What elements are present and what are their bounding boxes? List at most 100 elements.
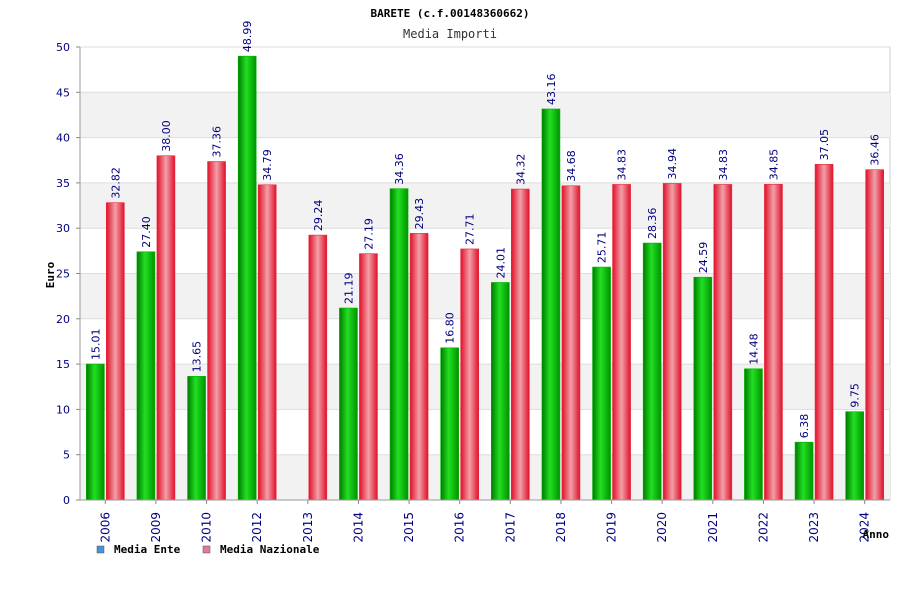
bar-nazionale <box>207 161 226 501</box>
bar-ente <box>440 347 459 501</box>
x-tick-label: 2023 <box>807 512 821 543</box>
bar-nazionale <box>156 155 176 501</box>
y-tick-label: 0 <box>63 494 70 507</box>
bar-nazionale <box>511 188 530 501</box>
data-label-nazionale: 34.94 <box>666 148 679 180</box>
x-tick-label: 2009 <box>149 512 163 543</box>
bar-ente <box>491 282 510 501</box>
y-axis: 0 5 10 15 20 25 30 35 40 45 50 <box>56 41 81 507</box>
y-tick-label: 35 <box>56 177 70 190</box>
data-label-ente: 34.36 <box>393 153 406 185</box>
bar-ente <box>339 307 358 501</box>
data-label-nazionale: 34.85 <box>767 149 780 181</box>
data-label-ente: 48.99 <box>241 21 254 53</box>
chart-title: BARETE (c.f.00148360662) <box>371 7 530 20</box>
x-tick-label: 2024 <box>858 512 872 543</box>
bar-nazionale <box>713 184 733 501</box>
data-label-nazionale: 37.05 <box>818 129 831 161</box>
bar-ente <box>744 368 763 501</box>
bar-ente <box>136 251 156 501</box>
bar-nazionale <box>662 183 682 501</box>
bar-ente <box>187 376 206 501</box>
bar-ente <box>642 242 662 501</box>
value-labels: 15.01 32.82 27.40 38.00 13.65 37.36 48.99 34.79… <box>89 21 881 439</box>
data-label-ente: 21.19 <box>342 273 355 305</box>
y-tick-label: 30 <box>56 222 70 235</box>
grid-band <box>80 92 890 138</box>
x-tick-label: 2022 <box>756 512 770 543</box>
bar-ente <box>693 276 713 501</box>
data-label-ente: 13.65 <box>191 341 204 373</box>
x-tick-label: 2006 <box>98 512 112 543</box>
y-tick-label: 5 <box>63 449 70 462</box>
x-tick-label: 2016 <box>453 512 467 543</box>
y-tick-label: 40 <box>56 132 70 145</box>
data-label-ente: 15.01 <box>89 329 102 361</box>
data-label-nazionale: 36.46 <box>869 134 882 166</box>
y-axis-label: Euro <box>44 261 57 288</box>
x-tick-label: 2017 <box>503 512 517 543</box>
data-label-nazionale: 34.83 <box>717 149 730 181</box>
data-label-nazionale: 34.68 <box>565 150 578 182</box>
y-tick-label: 50 <box>56 41 70 54</box>
bar-ente <box>237 55 257 501</box>
data-label-ente: 24.01 <box>494 247 507 279</box>
data-label-nazionale: 32.82 <box>109 167 122 199</box>
data-label-ente: 43.16 <box>545 73 558 105</box>
data-label-ente: 9.75 <box>849 383 862 408</box>
bar-nazionale <box>865 169 884 501</box>
data-label-nazionale: 34.79 <box>261 149 274 181</box>
data-label-ente: 14.48 <box>747 333 760 365</box>
legend-swatch-nazionale <box>202 545 211 554</box>
bar-nazionale <box>460 248 479 501</box>
bar-ente <box>86 363 105 501</box>
data-label-nazionale: 37.36 <box>211 126 224 158</box>
data-label-ente: 27.40 <box>140 216 153 248</box>
bar-nazionale <box>612 184 631 501</box>
x-tick-label: 2021 <box>706 512 720 543</box>
legend: Media Ente Media Nazionale <box>96 543 320 556</box>
bar-nazionale <box>257 184 277 501</box>
data-label-nazionale: 38.00 <box>160 120 173 152</box>
data-label-nazionale: 29.24 <box>312 200 325 232</box>
x-tick-label: 2018 <box>554 512 568 543</box>
x-axis-label: Anno <box>863 528 890 541</box>
bar-ente <box>794 441 814 501</box>
bar-nazionale <box>308 234 328 501</box>
data-label-ente: 16.80 <box>444 312 457 344</box>
data-label-nazionale: 34.83 <box>616 149 629 181</box>
y-tick-label: 20 <box>56 313 70 326</box>
legend-item-nazionale: Media Nazionale <box>202 543 320 556</box>
bar-nazionale <box>561 185 581 501</box>
data-label-ente: 28.36 <box>646 208 659 240</box>
x-tick-label: 2012 <box>250 512 264 543</box>
bar-ente <box>389 188 409 501</box>
x-tick-label: 2019 <box>605 512 619 543</box>
bar-nazionale <box>359 253 378 501</box>
bar-nazionale <box>764 183 783 501</box>
bar-ente <box>592 266 611 501</box>
chart-subtitle: Media Importi <box>403 27 497 41</box>
y-tick-label: 45 <box>56 86 70 99</box>
bar-nazionale <box>409 233 429 501</box>
data-label-ente: 25.71 <box>596 232 609 264</box>
data-label-nazionale: 34.32 <box>514 154 527 186</box>
data-label-ente: 24.59 <box>697 242 710 274</box>
legend-item-ente: Media Ente <box>96 543 181 556</box>
bar-ente <box>845 411 864 501</box>
legend-label-nazionale: Media Nazionale <box>220 543 320 556</box>
y-tick-label: 25 <box>56 268 70 281</box>
x-tick-label: 2010 <box>200 512 214 543</box>
y-tick-label: 15 <box>56 358 70 371</box>
y-tick-label: 10 <box>56 403 70 416</box>
data-label-nazionale: 27.19 <box>362 218 375 250</box>
x-tick-label: 2014 <box>351 512 365 543</box>
bar-nazionale <box>106 202 125 501</box>
bar-ente <box>541 108 561 501</box>
data-label-nazionale: 29.43 <box>413 198 426 230</box>
x-axis: 2006 2009 2010 2012 2013 2014 2015 2016 2017 2018… <box>80 499 890 543</box>
bar-nazionale <box>814 164 834 501</box>
data-label-nazionale: 27.71 <box>464 213 477 245</box>
data-label-ente: 6.38 <box>798 414 811 439</box>
